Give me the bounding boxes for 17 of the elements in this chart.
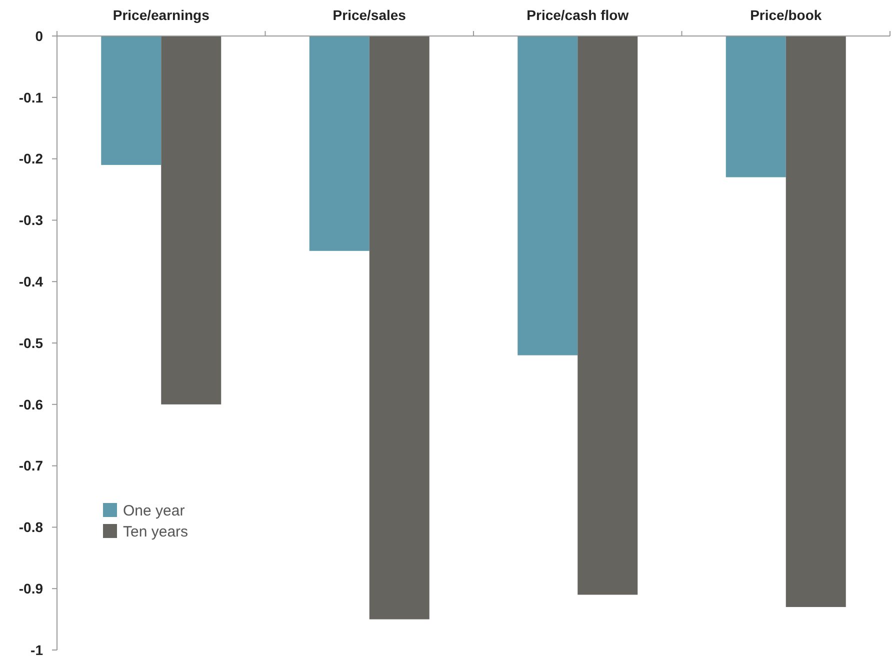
legend-label: One year bbox=[123, 502, 185, 520]
x-tick-label: Price/book bbox=[750, 7, 822, 23]
y-tick-label: -0.4 bbox=[18, 274, 44, 290]
y-tick-label: -0.9 bbox=[18, 580, 44, 596]
y-tick-label: -0.2 bbox=[18, 150, 44, 167]
y-tick-label: -1 bbox=[30, 642, 44, 656]
y-tick-label: -0.5 bbox=[18, 334, 44, 351]
y-tick-label: -0.3 bbox=[18, 212, 44, 228]
y-tick-label: -0.6 bbox=[18, 396, 44, 412]
legend-label: Ten years bbox=[123, 523, 188, 540]
x-tick-label: Price/earnings bbox=[112, 7, 210, 23]
y-tick-label: 0 bbox=[35, 28, 44, 44]
y-tick-label: -0.8 bbox=[18, 519, 44, 536]
x-tick-label: Price/cash flow bbox=[526, 7, 629, 23]
y-tick-label: -0.1 bbox=[18, 89, 44, 106]
y-tick-label: -0.7 bbox=[18, 458, 44, 474]
x-tick-label: Price/sales bbox=[332, 7, 406, 23]
